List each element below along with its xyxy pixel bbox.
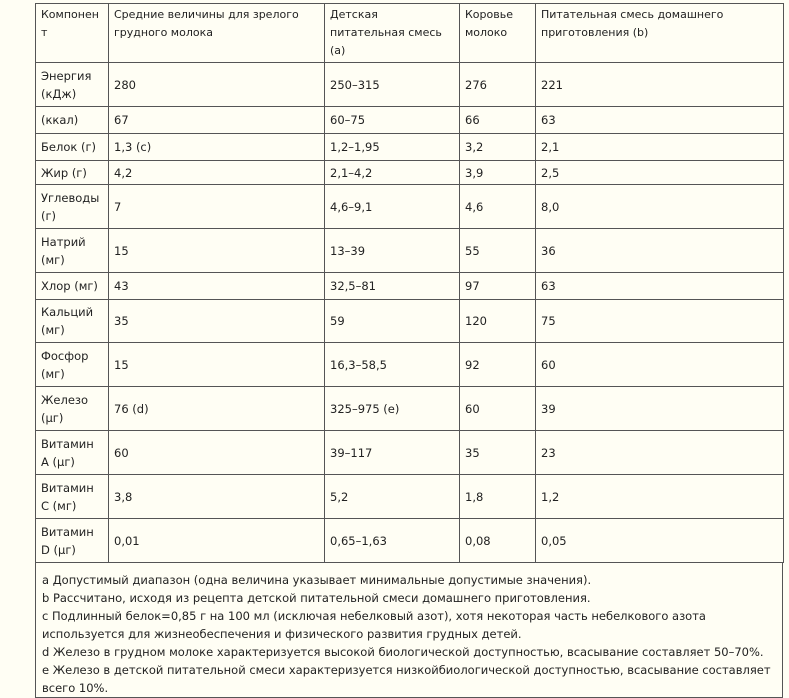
table-row: Белок (г) 1,3 (с) 1,2–1,95 3,2 2,1 [35,133,784,161]
table-cell: 120 [459,299,536,343]
table-row: Витамин А (μг) 60 39–117 35 23 [35,430,784,475]
table-cell: 0,65–1,63 [324,518,460,563]
table-cell: 276 [459,62,536,107]
table-cell: 23 [535,430,784,475]
table-cell: 4,6–9,1 [324,184,460,229]
footnote: d Железо в грудном молоке характеризуетс… [42,645,764,659]
table-cell: 59 [324,299,460,343]
table-cell: 7 [108,184,325,229]
table-cell: 3,9 [459,160,536,185]
table-row: Фосфор (мг) 15 16,3–58,5 92 60 [35,342,784,387]
table-row: Хлор (мг) 43 32,5–81 97 63 [35,272,784,300]
table-cell: 63 [535,106,784,134]
table-cell: 1,2 [535,474,784,519]
table-cell: 2,5 [535,160,784,185]
table-row: (ккал) 67 60–75 66 63 [35,106,784,134]
table-cell: 97 [459,272,536,300]
table-cell: Энергия (кДж) [35,62,109,107]
table-cell: 0,05 [535,518,784,563]
table-cell: 280 [108,62,325,107]
table-cell: 76 (d) [108,386,325,431]
table-cell: 221 [535,62,784,107]
table-cell: 60 [459,386,536,431]
table-cell: 60 [108,430,325,475]
table-cell: 43 [108,272,325,300]
header-cell: Средние величины для зрелого грудного мо… [108,3,325,63]
table-cell: 63 [535,272,784,300]
header-cell: Компонент [35,3,109,63]
table-cell: 15 [108,342,325,387]
table-cell: 32,5–81 [324,272,460,300]
table-cell: 4,2 [108,160,325,185]
table-cell: 5,2 [324,474,460,519]
table-row: Кальций (мг) 35 59 120 75 [35,299,784,343]
header-row: Компонент Средние величины для зрелого гр… [35,3,784,63]
table-cell: 1,8 [459,474,536,519]
header-cell: Детская питательная смесь (а) [324,3,460,63]
table-cell: 1,3 (с) [108,133,325,161]
footnotes: а Допустимый диапазон (одна величина ука… [35,563,783,698]
table-cell: Витамин С (мг) [35,474,109,519]
nutrition-table: Компонент Средние величины для зрелого гр… [35,3,784,563]
table-cell: 3,8 [108,474,325,519]
table-cell: Железо (μг) [35,386,109,431]
footnote: с Подлинный белок=0,85 г на 100 мл (искл… [42,609,706,641]
table-cell: Натрий (мг) [35,228,109,273]
header-cell: Питательная смесь домашнего приготовлени… [535,3,784,63]
table-cell: 35 [108,299,325,343]
table-cell: 39–117 [324,430,460,475]
table-cell: 4,6 [459,184,536,229]
table-cell: Хлор (мг) [35,272,109,300]
table-row: Витамин D (μг) 0,01 0,65–1,63 0,08 0,05 [35,518,784,563]
table-cell: 16,3–58,5 [324,342,460,387]
footnote: а Допустимый диапазон (одна величина ука… [42,573,592,587]
footnote: b Рассчитано, исходя из рецепта детской … [42,591,591,605]
table-cell: Жир (г) [35,160,109,185]
table-cell: 39 [535,386,784,431]
table-cell: 60 [535,342,784,387]
footnote: е Железо в детской питательной смеси хар… [42,663,771,695]
table-cell: 8,0 [535,184,784,229]
table-cell: Фосфор (мг) [35,342,109,387]
page: Компонент Средние величины для зрелого гр… [35,3,784,698]
table-cell: 75 [535,299,784,343]
table-body: Компонент Средние величины для зрелого гр… [35,3,784,563]
table-cell: 36 [535,228,784,273]
table-row: Углеводы (г) 7 4,6–9,1 4,6 8,0 [35,184,784,229]
table-cell: 0,08 [459,518,536,563]
table-row: Натрий (мг) 15 13–39 55 36 [35,228,784,273]
table-cell: 60–75 [324,106,460,134]
table-cell: Кальций (мг) [35,299,109,343]
table-cell: 35 [459,430,536,475]
table-wrap: Компонент Средние величины для зрелого гр… [35,3,784,698]
table-cell: 3,2 [459,133,536,161]
table-cell: Белок (г) [35,133,109,161]
table-cell: 92 [459,342,536,387]
table-cell: (ккал) [35,106,109,134]
table-cell: 325–975 (e) [324,386,460,431]
table-cell: Витамин А (μг) [35,430,109,475]
table-cell: 66 [459,106,536,134]
table-cell: Углеводы (г) [35,184,109,229]
table-row: Жир (г) 4,2 2,1–4,2 3,9 2,5 [35,160,784,185]
table-cell: 2,1 [535,133,784,161]
table-cell: 250–315 [324,62,460,107]
table-row: Витамин С (мг) 3,8 5,2 1,8 1,2 [35,474,784,519]
header-cell: Коровье молоко [459,3,536,63]
table-cell: Витамин D (μг) [35,518,109,563]
table-cell: 1,2–1,95 [324,133,460,161]
table-cell: 67 [108,106,325,134]
table-cell: 55 [459,228,536,273]
table-row: Железо (μг) 76 (d) 325–975 (e) 60 39 [35,386,784,431]
table-cell: 0,01 [108,518,325,563]
table-row: Энергия (кДж) 280 250–315 276 221 [35,62,784,107]
table-cell: 15 [108,228,325,273]
table-cell: 13–39 [324,228,460,273]
table-cell: 2,1–4,2 [324,160,460,185]
